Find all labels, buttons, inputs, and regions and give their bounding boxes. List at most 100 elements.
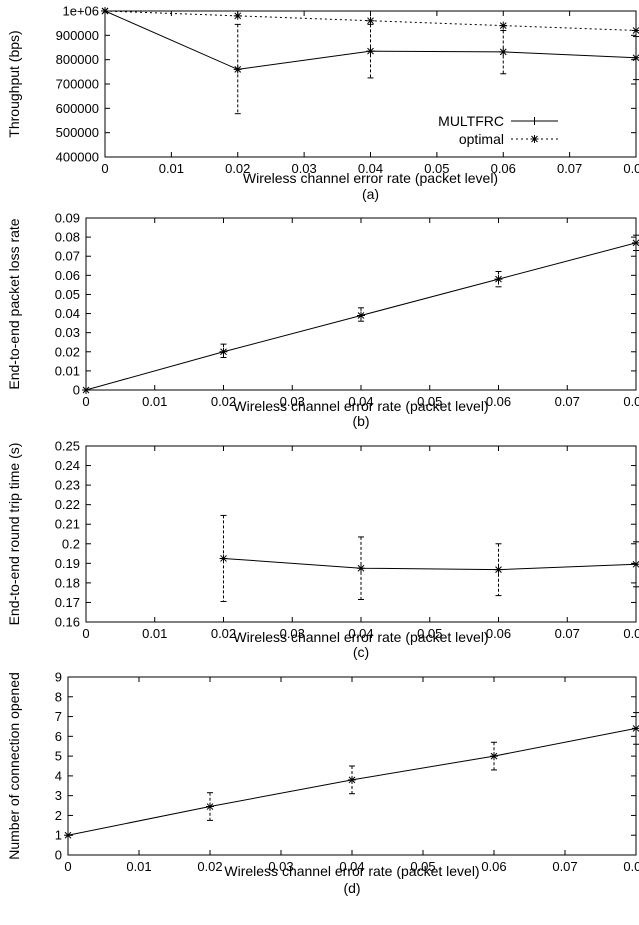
series-line xyxy=(223,557,637,571)
x-tick-label: 0.03 xyxy=(291,161,316,176)
x-tick-label: 0.04 xyxy=(358,161,383,176)
plot-frame xyxy=(104,10,637,158)
y-tick-label: 0.09 xyxy=(55,211,80,226)
y-tick-label: 0.2 xyxy=(62,536,80,551)
y-tick-label: 0.08 xyxy=(55,230,80,245)
x-tick-label: 0 xyxy=(64,859,71,874)
data-point xyxy=(233,11,242,20)
x-tick-label: 0.02 xyxy=(211,626,236,641)
chart-panel-2: 0 0.01 0.02 0.03 0.04 0.05 0.06 0.07 0.08 0 0.01 0.… xyxy=(6,211,639,429)
x-tick-label: 0.07 xyxy=(555,394,580,409)
x-tick-label: 0.08 xyxy=(623,161,639,176)
data-point xyxy=(632,724,639,733)
x-tick-label: 0.04 xyxy=(348,626,373,641)
chart-panel-1: 0 0.01 0.02 0.03 0.04 0.05 0.06 0.07 0.08 400000 5… xyxy=(6,4,639,202)
x-tick-label: 0.08 xyxy=(623,626,639,641)
chart-panel-4: 0 0.01 0.02 0.03 0.04 0.05 0.06 0.07 0.08 0 1 2 3 4 5 6… xyxy=(6,670,639,896)
panel-caption: (b) xyxy=(352,413,369,429)
y-tick-label: 0 xyxy=(73,383,80,398)
x-tick-label: 0.05 xyxy=(417,626,442,641)
legend-marker xyxy=(530,117,539,125)
x-tick-label: 0.02 xyxy=(197,859,222,874)
y-tick-label: 0.19 xyxy=(55,556,80,571)
y-tick-label: 3 xyxy=(55,788,62,803)
y-tick-label: 900000 xyxy=(56,28,99,43)
data-point xyxy=(490,752,498,761)
legend: MULTFRC optimal xyxy=(438,113,558,147)
x-tick-label: 0.08 xyxy=(623,394,639,409)
plot-frame xyxy=(85,217,637,391)
y-tick-label: 0 xyxy=(55,848,62,863)
y-tick-label: 8 xyxy=(55,689,62,704)
x-tick-label: 0.07 xyxy=(557,161,582,176)
y-tick-label: 9 xyxy=(55,670,62,685)
data-point xyxy=(632,238,639,247)
y-axis-label: End-to-end round trip time (s) xyxy=(6,443,22,626)
x-tick-label: 0 xyxy=(101,161,108,176)
x-tick-label: 0.04 xyxy=(348,394,373,409)
y-tick-label: 5 xyxy=(55,749,62,764)
series-optimal xyxy=(101,7,639,35)
x-axis-label: Wireless channel error rate (packet leve… xyxy=(243,170,498,186)
x-tick-label: 0.01 xyxy=(159,161,184,176)
y-tick-label: 1 xyxy=(55,828,62,843)
x-tick-label: 0.06 xyxy=(491,161,516,176)
y-tick-label: 600000 xyxy=(56,101,99,116)
y-tick-label: 0.23 xyxy=(55,478,80,493)
x-tick-label: 0.05 xyxy=(424,161,449,176)
y-tick-label: 0.01 xyxy=(55,363,80,378)
panel-caption: (c) xyxy=(353,644,369,660)
data-point xyxy=(357,564,365,573)
legend-label: MULTFRC xyxy=(438,113,504,129)
data-point xyxy=(632,53,639,62)
series-data xyxy=(82,234,639,394)
y-tick-label: 0.18 xyxy=(55,575,80,590)
x-tick-label: 0.03 xyxy=(280,394,305,409)
y-tick-label: 6 xyxy=(55,729,62,744)
y-tick-label: 0.22 xyxy=(55,497,80,512)
y-tick-label: 0.17 xyxy=(55,595,80,610)
series-multfrc xyxy=(101,7,639,115)
x-tick-label: 0.05 xyxy=(417,394,442,409)
data-point xyxy=(499,47,508,56)
data-point xyxy=(64,831,72,840)
x-tick-label: 0.01 xyxy=(142,394,167,409)
y-tick-label: 7 xyxy=(55,709,62,724)
x-tick-label: 0.08 xyxy=(623,859,639,874)
x-tick-label: 0.06 xyxy=(486,626,511,641)
x-tick-label: 0.02 xyxy=(211,394,236,409)
data-point xyxy=(101,7,109,15)
data-point xyxy=(82,386,90,394)
legend-marker xyxy=(530,135,539,143)
y-tick-label: 700000 xyxy=(56,77,99,92)
series-data xyxy=(219,514,639,602)
x-tick-label: 0.05 xyxy=(410,859,435,874)
data-point xyxy=(366,47,375,56)
legend-label: optimal xyxy=(459,131,504,147)
series-data xyxy=(64,712,639,840)
data-point xyxy=(366,16,375,25)
x-tick-label: 0.02 xyxy=(225,161,250,176)
y-tick-label: 0.25 xyxy=(55,439,80,454)
y-axis-label: Number of connection opened xyxy=(6,672,22,860)
chart-panel-3: 0 0.01 0.02 0.03 0.04 0.05 0.06 0.07 0.08 0.16 0.1… xyxy=(6,439,639,660)
y-tick-label: 400000 xyxy=(56,150,99,165)
y-tick-label: 800000 xyxy=(56,52,99,67)
y-tick-label: 0.03 xyxy=(55,325,80,340)
x-tick-label: 0.06 xyxy=(481,859,506,874)
y-tick-label: 0.02 xyxy=(55,344,80,359)
data-point xyxy=(632,560,639,569)
x-tick-label: 0.06 xyxy=(486,394,511,409)
data-point xyxy=(494,275,503,284)
data-point xyxy=(219,347,228,356)
y-tick-label: 4 xyxy=(55,768,62,783)
data-point xyxy=(219,554,228,563)
panel-caption: (a) xyxy=(362,186,379,202)
data-point xyxy=(206,802,214,811)
y-tick-label: 0.16 xyxy=(55,615,80,630)
y-tick-label: 0.04 xyxy=(55,306,80,321)
x-tick-label: 0.01 xyxy=(126,859,151,874)
data-point xyxy=(632,26,639,35)
x-tick-label: 0 xyxy=(82,626,89,641)
